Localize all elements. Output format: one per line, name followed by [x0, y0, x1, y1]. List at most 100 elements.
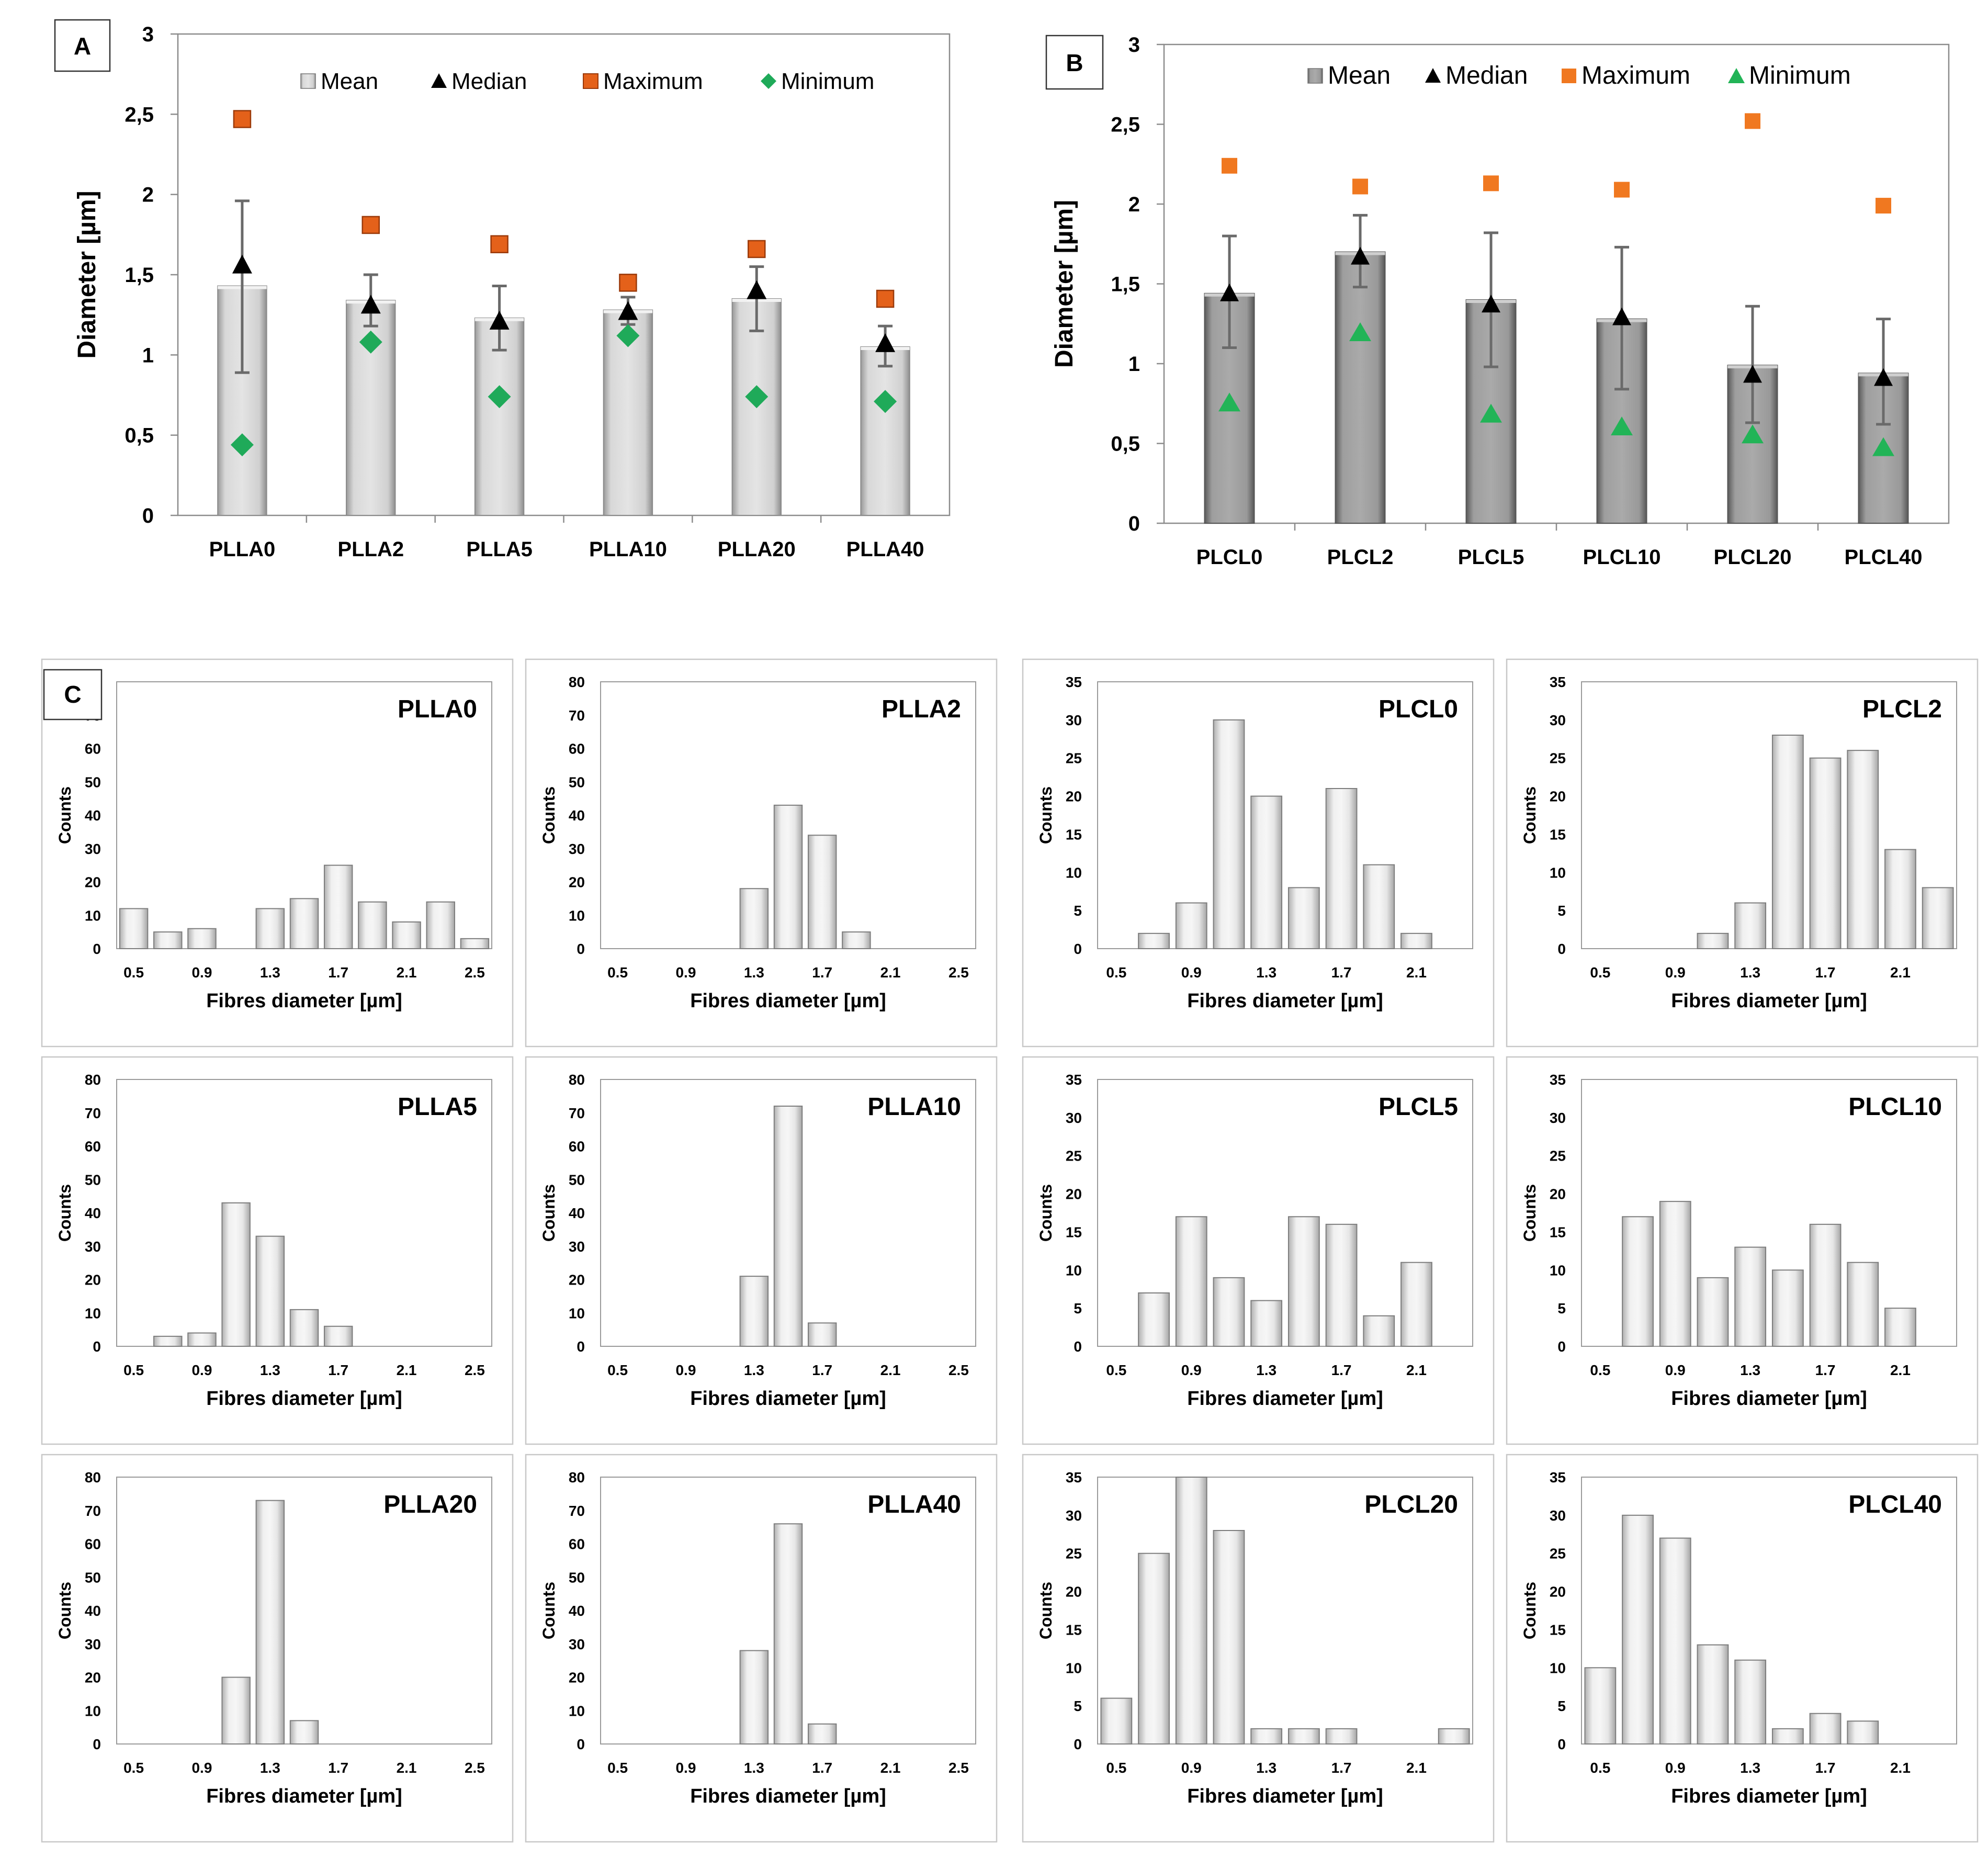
histogram-plcl40: 0 5 10 15 20 25 30 35 0.5 0.9 1.3 1.7 2.1 Fibres diam… [1520, 1469, 1957, 1807]
x-tick-label: 1.3 [260, 1362, 280, 1378]
histogram-plcl0: 0 5 10 15 20 25 30 35 0.5 0.9 1.3 1.7 2.1 Fibres diam… [1036, 674, 1473, 1012]
x-tick-label: 0.5 [1590, 1760, 1610, 1776]
histogram-bar [739, 1276, 769, 1347]
y-tick-label: 25 [1066, 1546, 1082, 1562]
maximum-marker [1614, 182, 1630, 198]
y-tick-label: 30 [1066, 712, 1082, 728]
chart-title: PLCL0 [1379, 695, 1458, 723]
legend-median-label: Median [1445, 62, 1528, 89]
plot-area-a [177, 33, 951, 516]
x-tick-label: 0.9 [191, 1362, 212, 1378]
y-tick-label: 15 [1066, 826, 1082, 842]
x-tick-label: 1.7 [812, 1362, 832, 1378]
x-tick-label: 2.1 [880, 964, 901, 981]
legend-maximum-swatch [1562, 69, 1576, 83]
x-tick-label: 0.5 [1106, 1362, 1126, 1378]
minimum-marker [616, 324, 640, 347]
y-tick-label: 20 [569, 1670, 585, 1686]
x-tick-label: 1.7 [1331, 1362, 1352, 1378]
histogram-bar [773, 804, 803, 949]
y-tick-label: 70 [85, 1105, 101, 1121]
x-tick-label: 2.5 [948, 1362, 969, 1378]
mean-bar [603, 309, 653, 516]
x-tick-label: 1.3 [744, 1760, 764, 1776]
y-axis-title: Diameter [µm] [73, 190, 101, 358]
x-tick-label: 2.5 [465, 1760, 485, 1776]
histogram-bar [1622, 1216, 1654, 1347]
summary-chart-b: B 0 0,5 1 1,5 2 2,5 3 Diameter [µm] PLCL0 PLCL2 PLC… [1045, 33, 1950, 569]
x-tick-label: 0.9 [675, 1760, 696, 1776]
y-tick-label: 5 [1074, 903, 1082, 919]
minimum-marker [1218, 392, 1240, 412]
y-tick-label: 15 [1550, 826, 1566, 842]
y-tick-label: 10 [569, 1305, 585, 1321]
y-axis-title: Counts [539, 1582, 558, 1639]
y-tick-label: 35 [1066, 1469, 1082, 1485]
histogram-bar [323, 1325, 353, 1347]
x-axis-title: Fibres diameter [µm] [1671, 1388, 1867, 1410]
y-tick-label: 40 [569, 1205, 585, 1221]
x-tick-label: 2.1 [1406, 964, 1427, 981]
histogram-bar [153, 1335, 183, 1347]
histogram-bar [289, 1309, 319, 1347]
histogram-bar [1809, 1713, 1842, 1745]
histogram-bar [1659, 1201, 1691, 1347]
maximum-marker [362, 216, 380, 234]
y-tick-label: 1 [142, 344, 154, 367]
legend-maximum-swatch [583, 73, 598, 89]
x-tick-label: 1.7 [812, 1760, 832, 1776]
legend-minimum-label: Minimum [1749, 62, 1851, 89]
y-tick-label: 25 [1550, 1546, 1566, 1562]
histogram-bar [1847, 750, 1879, 949]
x-tick-label: 1.7 [1331, 964, 1352, 981]
histogram-plla5: 0 10 20 30 40 50 60 70 80 0.5 0.9 1.3 1.7 2.1 2.5 Fibre… [55, 1072, 492, 1410]
y-axis-title: Counts [55, 1184, 74, 1242]
x-tick-label: 0.9 [191, 1760, 212, 1776]
x-tick-label: 1.3 [260, 964, 280, 981]
histogram-bar [1847, 1262, 1879, 1347]
mean-bar [860, 346, 910, 516]
histogram-bar [1400, 932, 1432, 950]
histogram-bar [1438, 1728, 1470, 1745]
minimum-marker [1742, 424, 1764, 444]
minimum-marker [230, 433, 254, 457]
chart-title: PLLA40 [867, 1491, 961, 1518]
histogram-bar [1250, 795, 1283, 949]
histogram-bar [1771, 1269, 1804, 1347]
histogram-bar [1771, 1728, 1804, 1745]
histogram-bar [1697, 1277, 1729, 1347]
x-tick-label: 2.1 [1890, 964, 1911, 981]
maximum-marker [490, 235, 509, 253]
y-tick-label: 3 [142, 23, 154, 46]
x-axis-title: Fibres diameter [µm] [206, 990, 402, 1012]
median-marker [1612, 307, 1631, 325]
y-tick-label: 30 [1066, 1110, 1082, 1126]
y-tick-label: 0 [93, 1338, 101, 1355]
histogram-bar [1771, 735, 1804, 949]
histogram-bar [1884, 1308, 1916, 1347]
histogram-bar [1287, 887, 1320, 950]
x-category-label: PLLA0 [209, 538, 276, 561]
y-tick-label: 80 [569, 674, 585, 690]
y-tick-label: 35 [1066, 674, 1082, 690]
chart-title: PLCL20 [1364, 1491, 1458, 1518]
x-tick-label: 1.7 [1331, 1760, 1352, 1776]
y-tick-label: 35 [1550, 674, 1566, 690]
y-tick-label: 40 [569, 1603, 585, 1619]
x-tick-label: 2.5 [465, 1362, 485, 1378]
minimum-marker [1349, 322, 1371, 342]
y-tick-label: 20 [1066, 1584, 1082, 1600]
histogram-bar [289, 898, 319, 949]
x-tick-label: 2.1 [1406, 1760, 1427, 1776]
x-tick-label: 0.9 [1181, 964, 1202, 981]
x-tick-label: 1.3 [744, 964, 764, 981]
y-tick-label: 40 [85, 807, 101, 824]
histogram-bar [807, 1322, 837, 1347]
x-tick-label: 1.3 [1256, 964, 1277, 981]
y-tick-label: 0 [1557, 941, 1566, 957]
minimum-marker [874, 390, 897, 413]
minimum-marker [359, 330, 382, 354]
y-tick-label: 25 [1066, 1148, 1082, 1164]
y-tick-label: 30 [569, 1239, 585, 1255]
x-category-label: PLLA20 [718, 538, 796, 561]
